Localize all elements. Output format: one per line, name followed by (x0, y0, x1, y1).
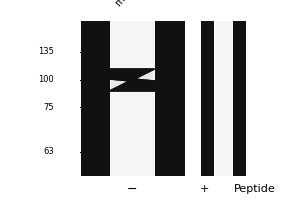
Bar (232, 21, 246, 176)
Text: +: + (199, 184, 209, 194)
Bar (110, 21, 154, 176)
Bar (110, 21, 154, 176)
Text: 135: 135 (38, 47, 54, 56)
Bar (81, 21, 110, 176)
Text: Peptide: Peptide (234, 184, 276, 194)
Bar (214, 21, 232, 176)
Bar (111, 71, 153, 89)
Text: mouse brain: mouse brain (114, 0, 161, 8)
Bar (154, 21, 184, 176)
Bar (201, 21, 214, 176)
Bar (81, 69, 110, 91)
Polygon shape (110, 69, 154, 91)
Text: −: − (127, 182, 137, 196)
Text: 100: 100 (38, 75, 54, 84)
Polygon shape (110, 69, 154, 91)
Text: 63: 63 (43, 148, 54, 156)
Text: 75: 75 (44, 102, 54, 112)
Bar (154, 69, 184, 91)
